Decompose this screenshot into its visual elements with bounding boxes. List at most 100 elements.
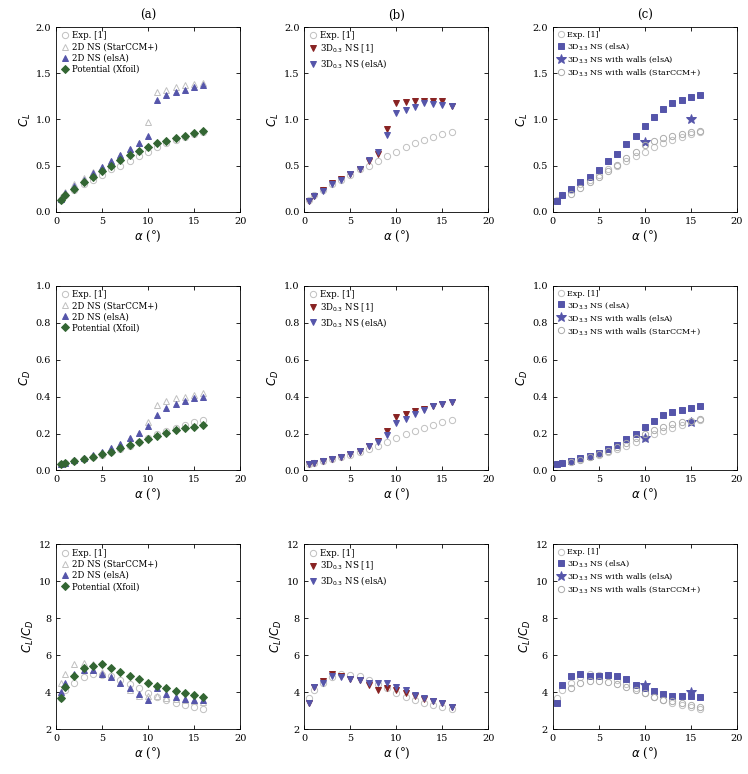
2D NS (StarCCM+) — [97, 447, 106, 457]
3D$_{0.3}$ NS [1] — [355, 676, 364, 685]
2D NS (elsA) — [70, 669, 79, 678]
2D NS (elsA) — [189, 695, 198, 704]
3D$_{0.3}$ NS [1] — [328, 669, 337, 678]
3D$_{0.3}$ NS [1] — [429, 697, 438, 706]
3D$_{3.3}$ NS (elsA) — [649, 416, 658, 426]
3D$_{3.3}$ NS (elsA) — [631, 132, 640, 141]
Exp. [1] — [346, 170, 355, 180]
2D NS (elsA) — [135, 138, 144, 147]
Exp. [1] — [687, 702, 696, 711]
3D$_{3.3}$ NS (elsA) — [677, 406, 686, 415]
3D$_{0.3}$ NS (elsA) — [337, 175, 346, 184]
3D$_{3.3}$ NS (elsA) — [696, 693, 705, 702]
3D$_{3.3}$ NS with walls (elsA) — [640, 680, 649, 690]
2D NS (StarCCM+) — [135, 428, 144, 437]
3D$_{3.3}$ NS with walls (elsA) — [687, 115, 696, 124]
Exp. [1] — [88, 669, 97, 678]
Exp. [1] — [585, 669, 594, 678]
2D NS (StarCCM+) — [180, 392, 189, 401]
Exp. [1] — [447, 415, 456, 424]
Potential (Xfoil) — [125, 671, 134, 680]
Exp. [1] — [355, 447, 364, 457]
3D$_{3.3}$ NS (elsA) — [567, 671, 576, 680]
Exp. [1] — [677, 420, 686, 430]
Line: 2D NS (elsA): 2D NS (elsA) — [58, 393, 206, 467]
Exp. [1] — [392, 688, 401, 697]
2D NS (elsA) — [61, 458, 70, 467]
3D$_{0.3}$ NS [1] — [420, 404, 429, 413]
3D$_{0.3}$ NS [1] — [304, 699, 313, 708]
3D$_{3.3}$ NS with walls (StarCCM+) — [585, 453, 594, 462]
2D NS (elsA) — [70, 456, 79, 465]
3D$_{0.3}$ NS (elsA) — [383, 678, 392, 687]
3D$_{0.3}$ NS (elsA) — [328, 180, 337, 189]
Exp. [1] — [162, 426, 171, 436]
Exp. [1] — [553, 693, 562, 702]
2D NS (elsA) — [70, 181, 79, 190]
3D$_{0.3}$ NS (elsA) — [328, 671, 337, 680]
Potential (Xfoil) — [144, 142, 153, 152]
3D$_{0.3}$ NS [1] — [420, 96, 429, 105]
3D$_{0.3}$ NS (elsA) — [438, 399, 447, 409]
2D NS (StarCCM+) — [162, 396, 171, 406]
3D$_{3.3}$ NS (elsA) — [595, 448, 604, 457]
Exp. [1] — [696, 128, 705, 137]
2D NS (elsA) — [144, 132, 153, 141]
X-axis label: $\alpha$ (°): $\alpha$ (°) — [631, 228, 659, 244]
3D$_{3.3}$ NS (elsA) — [631, 680, 640, 690]
2D NS (elsA) — [97, 447, 106, 457]
Exp. [1] — [438, 702, 447, 711]
Exp. [1] — [420, 423, 429, 432]
3D$_{3.3}$ NS with walls (StarCCM+) — [659, 423, 668, 432]
3D$_{3.3}$ NS with walls (StarCCM+) — [668, 132, 677, 141]
Exp. [1] — [553, 195, 562, 204]
3D$_{0.3}$ NS [1] — [438, 399, 447, 409]
3D$_{3.3}$ NS (elsA) — [668, 691, 677, 700]
3D$_{3.3}$ NS (elsA) — [640, 423, 649, 432]
3D$_{0.3}$ NS [1] — [383, 124, 392, 133]
3D$_{0.3}$ NS [1] — [383, 426, 392, 436]
Exp. [1] — [649, 142, 658, 152]
Exp. [1] — [56, 693, 65, 702]
3D$_{3.3}$ NS with walls (elsA) — [687, 418, 696, 427]
3D$_{0.3}$ NS (elsA) — [447, 702, 456, 711]
2D NS (elsA) — [116, 150, 125, 159]
Line: Potential (Xfoil): Potential (Xfoil) — [58, 423, 206, 467]
Exp. [1] — [631, 683, 640, 693]
Potential (Xfoil) — [107, 161, 116, 170]
Exp. [1] — [576, 455, 585, 464]
3D$_{3.3}$ NS (elsA) — [557, 680, 566, 690]
3D$_{3.3}$ NS with walls (StarCCM+) — [613, 680, 622, 689]
X-axis label: $\alpha$ (°): $\alpha$ (°) — [383, 745, 410, 761]
3D$_{3.3}$ NS (elsA) — [640, 683, 649, 693]
3D$_{0.3}$ NS [1] — [355, 165, 364, 174]
Line: 3D$_{3.3}$ NS with walls (StarCCM+): 3D$_{3.3}$ NS with walls (StarCCM+) — [568, 678, 703, 710]
2D NS (StarCCM+) — [199, 78, 208, 87]
3D$_{3.3}$ NS with walls (StarCCM+) — [567, 190, 576, 199]
3D$_{0.3}$ NS [1] — [411, 691, 420, 700]
Exp. [1] — [401, 692, 410, 701]
Exp. [1] — [553, 459, 562, 468]
Exp. [1] — [429, 700, 438, 710]
3D$_{0.3}$ NS [1] — [373, 149, 382, 158]
2D NS (elsA) — [97, 669, 106, 678]
Exp. [1] — [438, 417, 447, 426]
3D$_{3.3}$ NS with walls (StarCCM+) — [687, 128, 696, 137]
Exp. [1] — [97, 170, 106, 180]
Line: 2D NS (elsA): 2D NS (elsA) — [58, 667, 206, 704]
3D$_{3.3}$ NS (elsA) — [567, 184, 576, 194]
2D NS (StarCCM+) — [56, 193, 65, 202]
Exp. [1] — [328, 180, 337, 189]
3D$_{0.3}$ NS (elsA) — [392, 108, 401, 118]
3D$_{0.3}$ NS (elsA) — [364, 678, 373, 687]
Potential (Xfoil) — [79, 177, 88, 187]
Line: Exp. [1]: Exp. [1] — [306, 670, 455, 712]
2D NS (elsA) — [180, 396, 189, 406]
3D$_{3.3}$ NS with walls (StarCCM+) — [696, 414, 705, 423]
Potential (Xfoil) — [88, 452, 97, 461]
Exp. [1] — [171, 135, 180, 145]
3D$_{0.3}$ NS [1] — [411, 406, 420, 416]
Line: 3D$_{3.3}$ NS with walls (StarCCM+): 3D$_{3.3}$ NS with walls (StarCCM+) — [568, 416, 703, 465]
2D NS (elsA) — [180, 85, 189, 94]
Exp. [1] — [595, 170, 604, 180]
